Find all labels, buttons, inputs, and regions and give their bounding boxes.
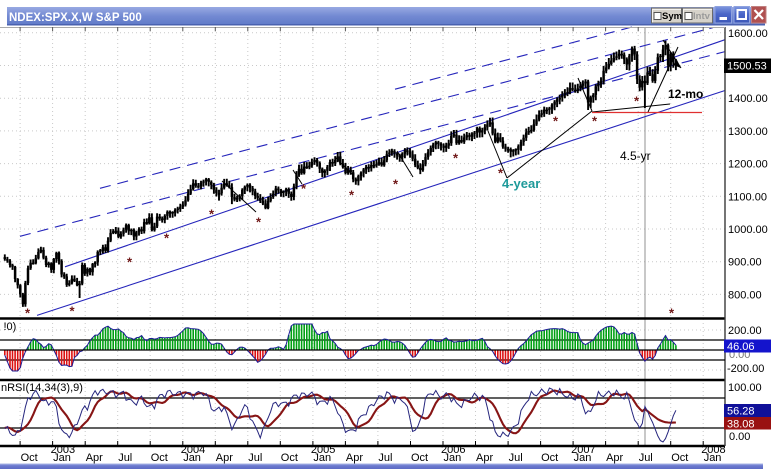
- svg-text:Jan: Jan: [444, 452, 462, 464]
- svg-text:Jan: Jan: [574, 452, 592, 464]
- svg-text:Oct: Oct: [671, 452, 688, 464]
- svg-text:*: *: [634, 94, 640, 109]
- svg-text:Apr: Apr: [346, 452, 363, 464]
- svg-text:*: *: [498, 166, 504, 181]
- svg-text:*: *: [25, 306, 31, 321]
- svg-text:Apr: Apr: [606, 452, 623, 464]
- svg-text:1500.53: 1500.53: [727, 61, 767, 73]
- svg-text:1200.00: 1200.00: [728, 159, 768, 171]
- svg-text:*: *: [592, 114, 598, 129]
- svg-text:Apr: Apr: [476, 452, 493, 464]
- svg-text:46.06: 46.06: [727, 341, 755, 353]
- svg-text:*: *: [127, 255, 133, 270]
- svg-text:1600.00: 1600.00: [728, 28, 768, 40]
- svg-text:900.00: 900.00: [728, 257, 762, 269]
- svg-text:Apr: Apr: [216, 452, 233, 464]
- svg-text:Jul: Jul: [639, 452, 653, 464]
- svg-text:*: *: [70, 304, 76, 319]
- svg-text:38.08: 38.08: [727, 419, 755, 431]
- svg-text:*: *: [349, 188, 355, 203]
- svg-text:Oct: Oct: [411, 452, 428, 464]
- svg-text:2003: 2003: [51, 444, 75, 456]
- svg-text:56.28: 56.28: [727, 406, 755, 418]
- svg-text:1000.00: 1000.00: [728, 224, 768, 236]
- svg-text:Oct: Oct: [21, 452, 38, 464]
- svg-text:2004: 2004: [181, 444, 205, 456]
- svg-text:Oct: Oct: [541, 452, 558, 464]
- svg-text:nRSI(14,34(3),9): nRSI(14,34(3),9): [1, 382, 83, 394]
- svg-text:4.5-yr: 4.5-yr: [620, 149, 651, 163]
- svg-text:*: *: [669, 306, 675, 321]
- svg-text:2008: 2008: [701, 444, 725, 456]
- svg-text:Oct: Oct: [281, 452, 298, 464]
- svg-text:1300.00: 1300.00: [728, 126, 768, 138]
- svg-text:!0): !0): [4, 321, 17, 333]
- svg-text:NDEX:SPX.X,W S&P 500: NDEX:SPX.X,W S&P 500: [9, 12, 142, 24]
- svg-text:800.00: 800.00: [728, 289, 762, 301]
- svg-text:Jul: Jul: [378, 452, 392, 464]
- svg-text:Jul: Jul: [509, 452, 523, 464]
- svg-text:1400.00: 1400.00: [728, 93, 768, 105]
- svg-text:Jan: Jan: [313, 452, 331, 464]
- svg-text:Jul: Jul: [118, 452, 132, 464]
- svg-text:Intv: Intv: [693, 11, 711, 22]
- svg-text:*: *: [164, 231, 170, 246]
- svg-text:4-year: 4-year: [502, 176, 540, 191]
- svg-text:0.00: 0.00: [729, 431, 750, 443]
- svg-text:Jan: Jan: [53, 452, 71, 464]
- svg-text:100.00: 100.00: [728, 382, 762, 394]
- svg-text:*: *: [453, 151, 459, 166]
- svg-text:2007: 2007: [571, 444, 595, 456]
- svg-text:Oct: Oct: [151, 452, 168, 464]
- svg-text:200.00: 200.00: [728, 325, 762, 337]
- svg-text:*: *: [256, 215, 262, 230]
- svg-text:Jan: Jan: [183, 452, 201, 464]
- svg-text:*: *: [301, 181, 307, 196]
- svg-text:2006: 2006: [441, 444, 465, 456]
- svg-text:Jul: Jul: [248, 452, 262, 464]
- svg-text:*: *: [209, 207, 215, 222]
- svg-text:*: *: [553, 114, 559, 129]
- svg-text:1100.00: 1100.00: [728, 191, 767, 203]
- svg-text:Apr: Apr: [86, 452, 103, 464]
- svg-text:*: *: [393, 177, 399, 192]
- svg-text:12-mo: 12-mo: [668, 87, 703, 101]
- svg-text:Sym: Sym: [662, 11, 682, 22]
- svg-text:2005: 2005: [311, 444, 335, 456]
- svg-text:Jan: Jan: [704, 452, 722, 464]
- svg-text:-200.00: -200.00: [727, 363, 764, 375]
